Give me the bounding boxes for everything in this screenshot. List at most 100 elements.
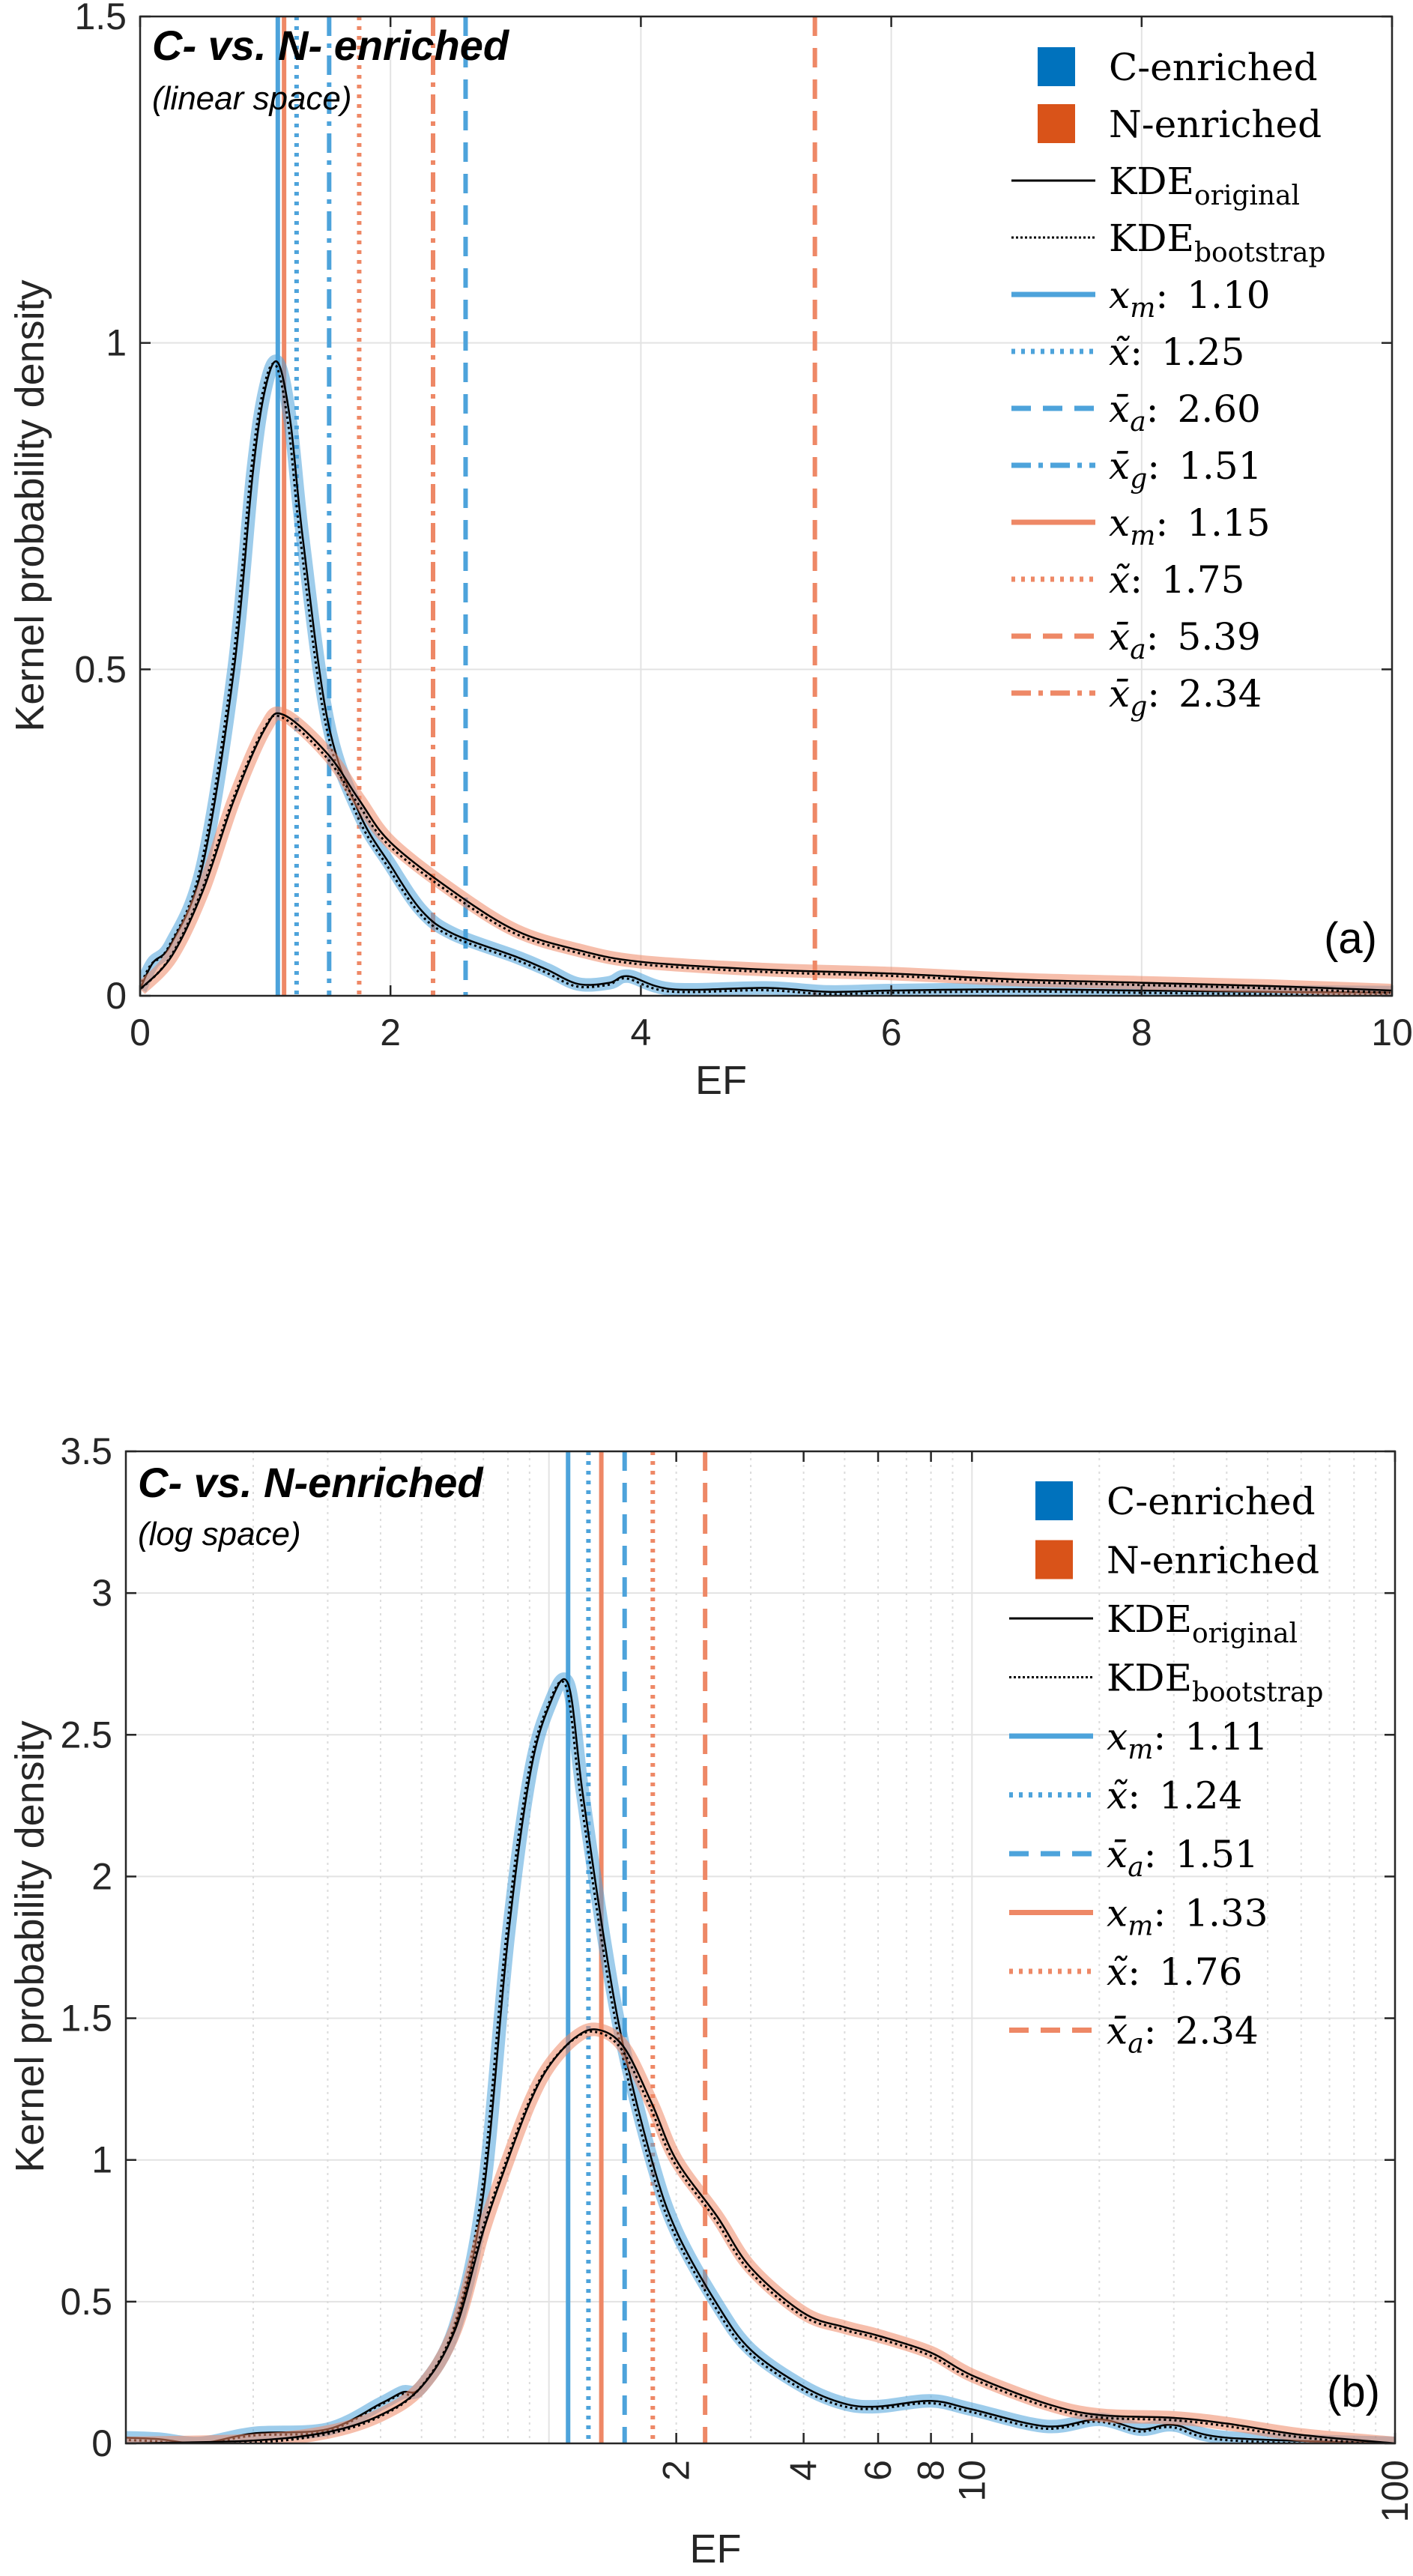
legend-value: 1.51: [1178, 444, 1262, 488]
grid: [126, 1451, 1395, 2443]
legend-symbol: x̃: [1107, 1774, 1128, 1818]
legend-value: 1.15: [1187, 501, 1270, 545]
legend-symbol: x̄: [1107, 2010, 1128, 2053]
legend-symbol: x̄: [1107, 1833, 1128, 1876]
legend-value: 1.75: [1161, 558, 1244, 602]
y-axis-label: Kernel probability density: [7, 1720, 52, 2172]
legend-stat-label: xm: 1.33: [1107, 1892, 1268, 1942]
legend-subscript: original: [1194, 181, 1300, 211]
legend-label-kde-original: KDEoriginal: [1109, 160, 1300, 211]
legend-subscript: bootstrap: [1192, 1678, 1324, 1708]
legend-colon: :: [1144, 1833, 1176, 1876]
x-tick-label: 100: [1374, 2460, 1413, 2522]
legend-symbol: x: [1107, 1892, 1128, 1935]
legend-subscript: a: [1130, 407, 1146, 438]
chart-panel-a: 0 0.5 1 1.5 0 2 4 6 8 10 EF Kernel probability dens…: [7, 0, 1413, 1103]
legend-value: 1.11: [1184, 1715, 1268, 1759]
legend-symbol: KDE: [1107, 1657, 1192, 1700]
legend-symbol: x̃: [1107, 1950, 1128, 1994]
legend-label: C-enriched: [1109, 46, 1318, 89]
x-tick-label: 10: [1371, 1012, 1413, 1053]
legend-stat-label: x̄a: 1.51: [1107, 1833, 1259, 1883]
legend-value: 1.10: [1187, 273, 1270, 317]
legend-value: 2.34: [1176, 2010, 1259, 2053]
legend-value: 5.39: [1178, 615, 1261, 659]
chart-title: C- vs. N- enriched: [152, 22, 510, 69]
legend: C-enrichedN-enrichedKDEoriginalKDEbootst…: [1011, 46, 1325, 722]
y-tick-label: 3: [91, 1572, 112, 1614]
legend-subscript: original: [1192, 1618, 1298, 1649]
kde-original-c-enriched: [140, 360, 1392, 994]
legend-subscript: bootstrap: [1194, 238, 1326, 268]
legend-value: 1.25: [1161, 330, 1244, 374]
legend-swatch-n-enriched: [1035, 1540, 1073, 1579]
legend-symbol: x̃: [1109, 330, 1130, 374]
legend-label-kde-bootstrap: KDEbootstrap: [1107, 1657, 1323, 1708]
legend-symbol: x: [1107, 1715, 1128, 1759]
legend-colon: :: [1144, 2010, 1176, 2053]
legend-stat-label: x̄a: 2.34: [1107, 2010, 1259, 2060]
x-tick-label: 0: [130, 1012, 151, 1053]
legend-stat-label: x̃: 1.76: [1107, 1950, 1242, 1994]
x-tick-label: 4: [783, 2460, 825, 2481]
y-tick-label: 2: [91, 1855, 112, 1897]
legend-symbol: x: [1109, 501, 1130, 545]
legend-stat-label: x̃: 1.25: [1109, 330, 1244, 374]
panel-label: (a): [1324, 914, 1377, 963]
legend-colon: :: [1155, 273, 1187, 317]
kde-bootstrap-n-enriched: [196, 2030, 1380, 2443]
kde-bootstrap-n-enriched: [140, 714, 1391, 994]
legend-stat-label: xm: 1.15: [1109, 501, 1271, 551]
legend-colon: :: [1153, 1892, 1184, 1935]
legend-stat-label: x̄g: 2.34: [1109, 672, 1262, 722]
chart-subtitle: (log space): [138, 1516, 301, 1552]
y-tick-label: 1.5: [74, 0, 127, 37]
x-tick-label: 10: [951, 2460, 993, 2502]
legend-colon: :: [1130, 558, 1161, 602]
legend-subscript: m: [1128, 1735, 1153, 1765]
y-tick-label: 0: [106, 975, 127, 1017]
legend-subscript: m: [1128, 1911, 1153, 1942]
legend-stat-label: x̃: 1.24: [1107, 1774, 1242, 1818]
kde-original-c-enriched: [126, 1678, 1395, 2443]
legend-stat-label: xm: 1.11: [1107, 1715, 1268, 1765]
y-tick-label: 1.5: [60, 1998, 112, 2040]
legend-subscript: a: [1130, 635, 1146, 665]
legend-stat-label: x̄g: 1.51: [1109, 444, 1262, 495]
confidence-band-n-enriched: [126, 2022, 1395, 2443]
legend-symbol: x̃: [1109, 558, 1130, 602]
kde-bootstrap-c-enriched: [140, 362, 1391, 996]
legend-subscript: m: [1130, 293, 1155, 324]
legend-subscript: g: [1130, 464, 1147, 495]
legend-symbol: x̄: [1109, 672, 1130, 716]
legend-colon: :: [1155, 501, 1187, 545]
y-tick-label: 1: [106, 322, 127, 364]
y-tick-label: 2.5: [60, 1714, 112, 1756]
legend-subscript: m: [1130, 521, 1155, 551]
legend-colon: :: [1147, 672, 1178, 716]
y-tick-label: 0.5: [60, 2281, 112, 2323]
legend-label-kde-bootstrap: KDEbootstrap: [1109, 217, 1325, 268]
legend-stat-label: x̃: 1.75: [1109, 558, 1244, 602]
x-axis-label: EF: [689, 2527, 741, 2572]
legend-label: C-enriched: [1107, 1480, 1316, 1523]
axes-box: [124, 1450, 1397, 2445]
legend-symbol: x: [1109, 273, 1130, 317]
x-tick-label: 8: [910, 2460, 952, 2481]
legend-colon: :: [1147, 444, 1178, 488]
axes-box: [139, 15, 1394, 997]
legend-colon: :: [1146, 387, 1178, 431]
legend-label-kde-original: KDEoriginal: [1107, 1597, 1298, 1649]
y-tick-label: 3.5: [60, 1430, 112, 1472]
legend-value: 1.24: [1159, 1774, 1242, 1818]
x-tick-label: 6: [881, 1012, 902, 1053]
x-axis-label: EF: [695, 1058, 747, 1103]
legend-label: N-enriched: [1107, 1539, 1319, 1582]
x-tick-label: 6: [857, 2460, 899, 2481]
kde-original-n-enriched: [140, 712, 1392, 992]
kde-original-n-enriched: [126, 2028, 1395, 2443]
legend-subscript: g: [1130, 692, 1147, 722]
y-tick-label: 0: [91, 2422, 112, 2464]
chart-panel-b: 0 0.5 1 1.5 2 2.5 3 3.5 2 4 6 810 100 EF Kernel probab…: [7, 1430, 1413, 2572]
